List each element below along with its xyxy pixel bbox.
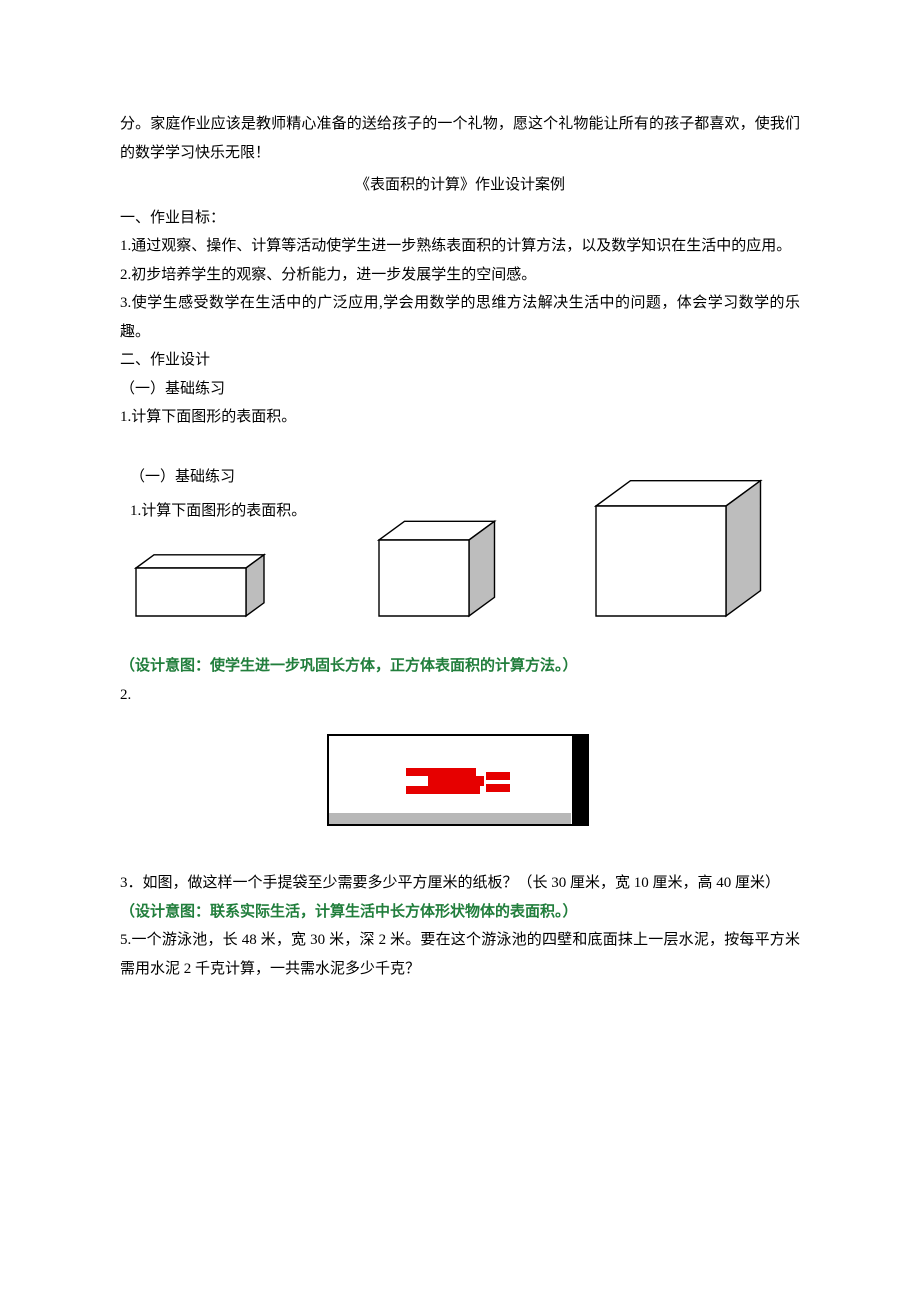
section2-sub1: （一）基础练习 <box>120 375 800 404</box>
text-and-box1: （一）基础练习 1.计算下面图形的表面积。 <box>130 463 306 633</box>
red-box-figure-wrap <box>120 729 800 829</box>
question-5: 5.一个游泳池，长 48 米，宽 30 米，深 2 米。要在这个游泳池的四壁和底… <box>120 926 800 983</box>
cube-shape-2 <box>373 492 523 622</box>
question-1-repeat: 1.计算下面图形的表面积。 <box>130 497 306 526</box>
box2-wrap <box>373 492 523 633</box>
question-2: 2. <box>120 681 800 710</box>
design-intent-2: （设计意图：联系实际生活，计算生活中长方体形状物体的表面积。） <box>120 898 800 927</box>
section2-sub1-repeat: （一）基础练习 <box>130 463 306 492</box>
cube-shape-3 <box>590 442 790 622</box>
question-1: 1.计算下面图形的表面积。 <box>120 403 800 432</box>
objective-3: 3.使学生感受数学在生活中的广泛应用,学会用数学的思维方法解决生活中的问题，体会… <box>120 289 800 346</box>
cuboid-shape-1 <box>130 532 280 622</box>
document-title: 《表面积的计算》作业设计案例 <box>120 171 800 200</box>
section1-heading: 一、作业目标： <box>120 204 800 233</box>
box3-wrap <box>590 442 790 633</box>
red-box-figure <box>320 729 600 829</box>
question-3: 3．如图，做这样一个手提袋至少需要多少平方厘米的纸板？（长 30 厘米，宽 10… <box>120 869 800 898</box>
objective-1: 1.通过观察、操作、计算等活动使学生进一步熟练表面积的计算方法，以及数学知识在生… <box>120 232 800 261</box>
objective-2: 2.初步培养学生的观察、分析能力，进一步发展学生的空间感。 <box>120 261 800 290</box>
design-intent-1: （设计意图：使学生进一步巩固长方体，正方体表面积的计算方法。） <box>120 652 800 681</box>
intro-paragraph: 分。家庭作业应该是教师精心准备的送给孩子的一个礼物，愿这个礼物能让所有的孩子都喜… <box>120 110 800 167</box>
section2-heading: 二、作业设计 <box>120 346 800 375</box>
shapes-row: （一）基础练习 1.计算下面图形的表面积。 <box>120 442 800 633</box>
